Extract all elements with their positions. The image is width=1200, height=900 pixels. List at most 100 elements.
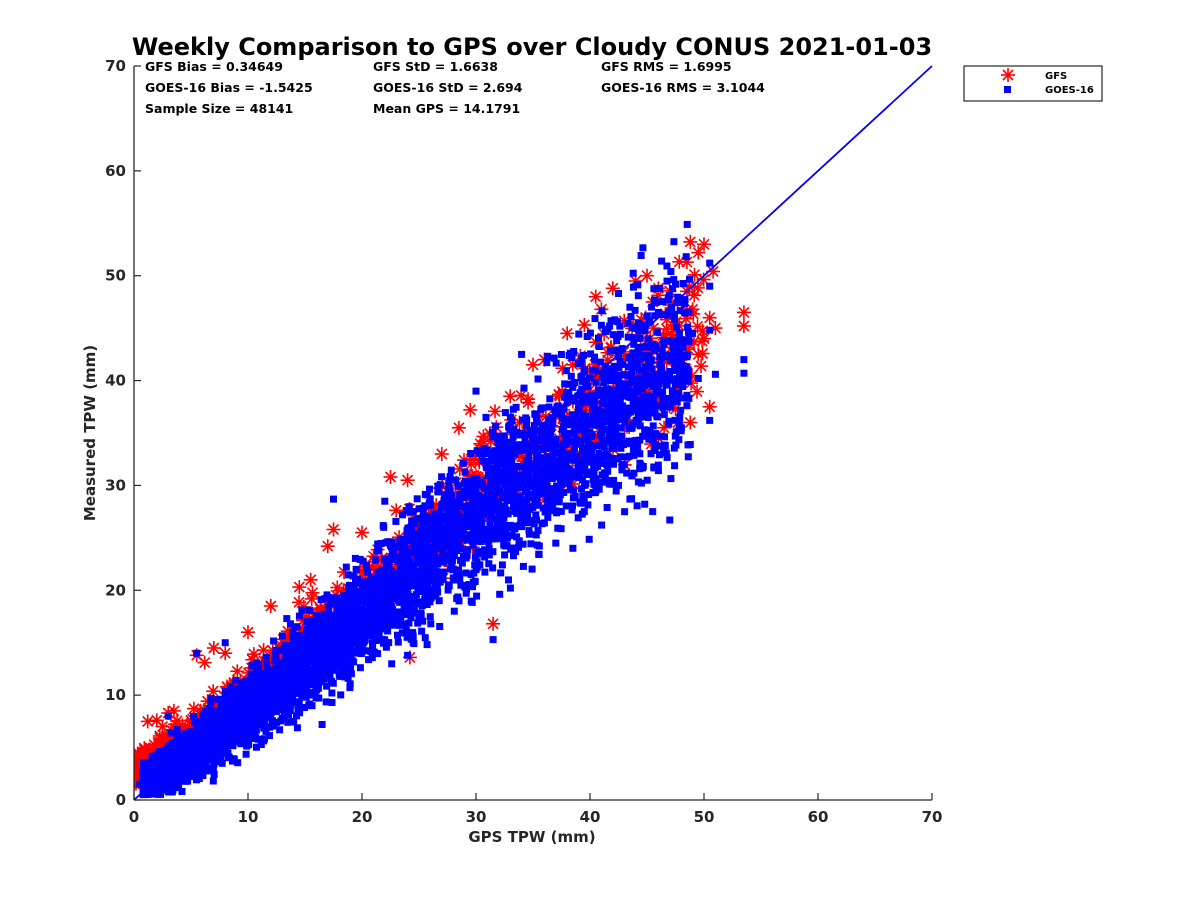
goes-point	[434, 588, 442, 596]
goes-point	[543, 480, 551, 488]
goes-point	[462, 589, 470, 597]
goes-point	[636, 382, 644, 390]
goes-point	[545, 507, 553, 515]
goes-point	[345, 661, 353, 669]
goes-point	[561, 393, 568, 401]
goes-point	[498, 561, 506, 569]
goes-point	[672, 323, 680, 331]
goes-point	[598, 418, 606, 426]
goes-point	[523, 463, 531, 471]
goes-point	[621, 418, 629, 426]
goes-point	[591, 396, 599, 404]
goes-point	[199, 710, 207, 718]
goes-point	[482, 413, 490, 421]
goes-point	[460, 488, 468, 495]
gfs-point	[683, 415, 698, 430]
goes-point	[554, 465, 561, 473]
goes-point	[614, 371, 622, 379]
goes-point	[597, 358, 605, 366]
gfs-point	[230, 664, 245, 679]
goes-point	[579, 393, 587, 401]
goes-point	[411, 543, 418, 551]
goes-point	[604, 438, 612, 445]
goes-point	[414, 619, 422, 627]
goes-point	[570, 429, 578, 437]
goes-point	[372, 624, 380, 632]
goes-point	[665, 351, 673, 359]
goes-point	[346, 680, 354, 688]
goes-point	[420, 568, 428, 576]
goes-point	[492, 422, 500, 430]
goes-point	[306, 689, 314, 697]
goes-point	[335, 671, 343, 679]
goes-point	[628, 362, 636, 370]
goes-point	[493, 464, 501, 471]
goes-point	[451, 576, 459, 584]
goes-point	[662, 449, 670, 457]
goes-point	[618, 466, 626, 474]
goes-point	[641, 500, 649, 508]
goes-point	[620, 392, 628, 400]
goes-point	[374, 569, 382, 577]
goes-point	[207, 699, 215, 707]
goes-point	[494, 438, 502, 446]
goes-point	[644, 414, 652, 421]
goes-point	[671, 310, 678, 318]
goes-point	[374, 547, 382, 555]
goes-point	[369, 643, 377, 651]
goes-point	[540, 476, 548, 484]
goes-point	[601, 328, 609, 335]
goes-point	[303, 628, 311, 636]
goes-point	[579, 492, 587, 500]
goes-point	[348, 585, 356, 593]
gfs-point	[691, 245, 706, 260]
goes-point	[568, 354, 576, 362]
goes-point	[416, 544, 424, 552]
goes-point	[658, 257, 666, 265]
goes-point	[611, 316, 619, 324]
goes-point	[663, 311, 671, 319]
goes-point	[610, 460, 617, 468]
goes-point	[272, 702, 280, 710]
goes-point	[374, 599, 381, 607]
gfs-point	[690, 384, 704, 399]
goes-point	[272, 686, 280, 694]
goes-point	[527, 540, 535, 548]
goes-point	[525, 453, 533, 461]
goes-point	[607, 317, 615, 325]
goes-point	[356, 555, 364, 563]
goes-point	[326, 671, 334, 679]
goes-point	[663, 453, 671, 461]
goes-point	[478, 457, 486, 465]
goes-point	[657, 368, 665, 375]
goes-point	[497, 534, 505, 542]
goes-point	[675, 436, 683, 444]
goes-point	[634, 441, 642, 449]
goes-point	[266, 732, 273, 740]
gfs-point	[451, 420, 466, 435]
goes-point	[489, 490, 497, 498]
goes-point	[509, 433, 517, 441]
goes-point	[645, 392, 653, 400]
goes-point	[298, 606, 306, 614]
goes-point	[627, 408, 634, 416]
goes-point	[600, 478, 608, 486]
goes-point	[403, 633, 411, 641]
goes-point	[493, 531, 501, 539]
goes-point	[599, 386, 607, 394]
goes-point	[187, 728, 195, 736]
goes-point	[565, 465, 573, 473]
goes-point	[444, 586, 452, 594]
goes-point	[583, 470, 591, 478]
goes-point	[427, 586, 435, 594]
goes-point	[427, 594, 435, 602]
goes-point	[671, 462, 679, 470]
goes-point	[284, 718, 292, 726]
goes-point	[624, 333, 632, 341]
goes-point	[402, 560, 410, 567]
goes-point	[519, 562, 527, 570]
goes-point	[445, 581, 452, 589]
goes-point	[441, 517, 449, 524]
goes-point	[444, 486, 452, 494]
